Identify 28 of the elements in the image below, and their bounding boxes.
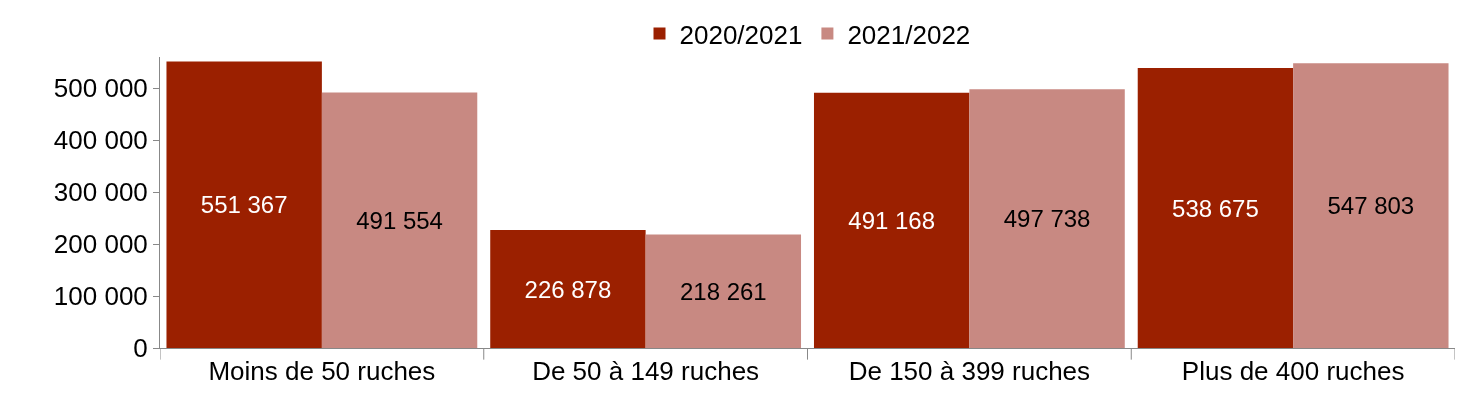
data-label: 218 261	[679, 277, 767, 305]
bar	[321, 92, 478, 348]
data-label: 551 367	[200, 191, 288, 219]
x-tick-label: De 50 à 149 ruches	[532, 356, 760, 387]
y-tick-label: 100 000	[53, 281, 148, 312]
x-tick-label: Plus de 400 ruches	[1181, 356, 1405, 387]
data-label: 547 803	[1327, 192, 1415, 220]
y-tick-label: 500 000	[53, 73, 148, 104]
data-label: 491 554	[356, 206, 443, 234]
x-tick-label: De 150 à 399 ruches	[848, 356, 1091, 387]
data-label: 497 738	[1003, 205, 1091, 233]
bar	[1137, 68, 1294, 348]
bar	[1293, 63, 1449, 348]
bar	[969, 89, 1125, 348]
y-tick-label: 0	[133, 333, 148, 364]
data-label: 491 168	[848, 206, 936, 234]
data-label: 538 675	[1172, 194, 1259, 222]
y-tick-label: 300 000	[53, 177, 148, 208]
bar	[813, 92, 970, 348]
y-tick-label: 400 000	[53, 125, 148, 156]
bar	[166, 61, 322, 348]
bar	[645, 234, 802, 348]
y-tick-label: 200 000	[53, 229, 148, 260]
legend-label: 2021/2022	[847, 19, 971, 50]
data-label: 226 878	[524, 275, 612, 303]
legend-label: 2020/2021	[679, 19, 803, 50]
x-tick-label: Moins de 50 ruches	[208, 356, 436, 387]
bar	[490, 230, 646, 348]
